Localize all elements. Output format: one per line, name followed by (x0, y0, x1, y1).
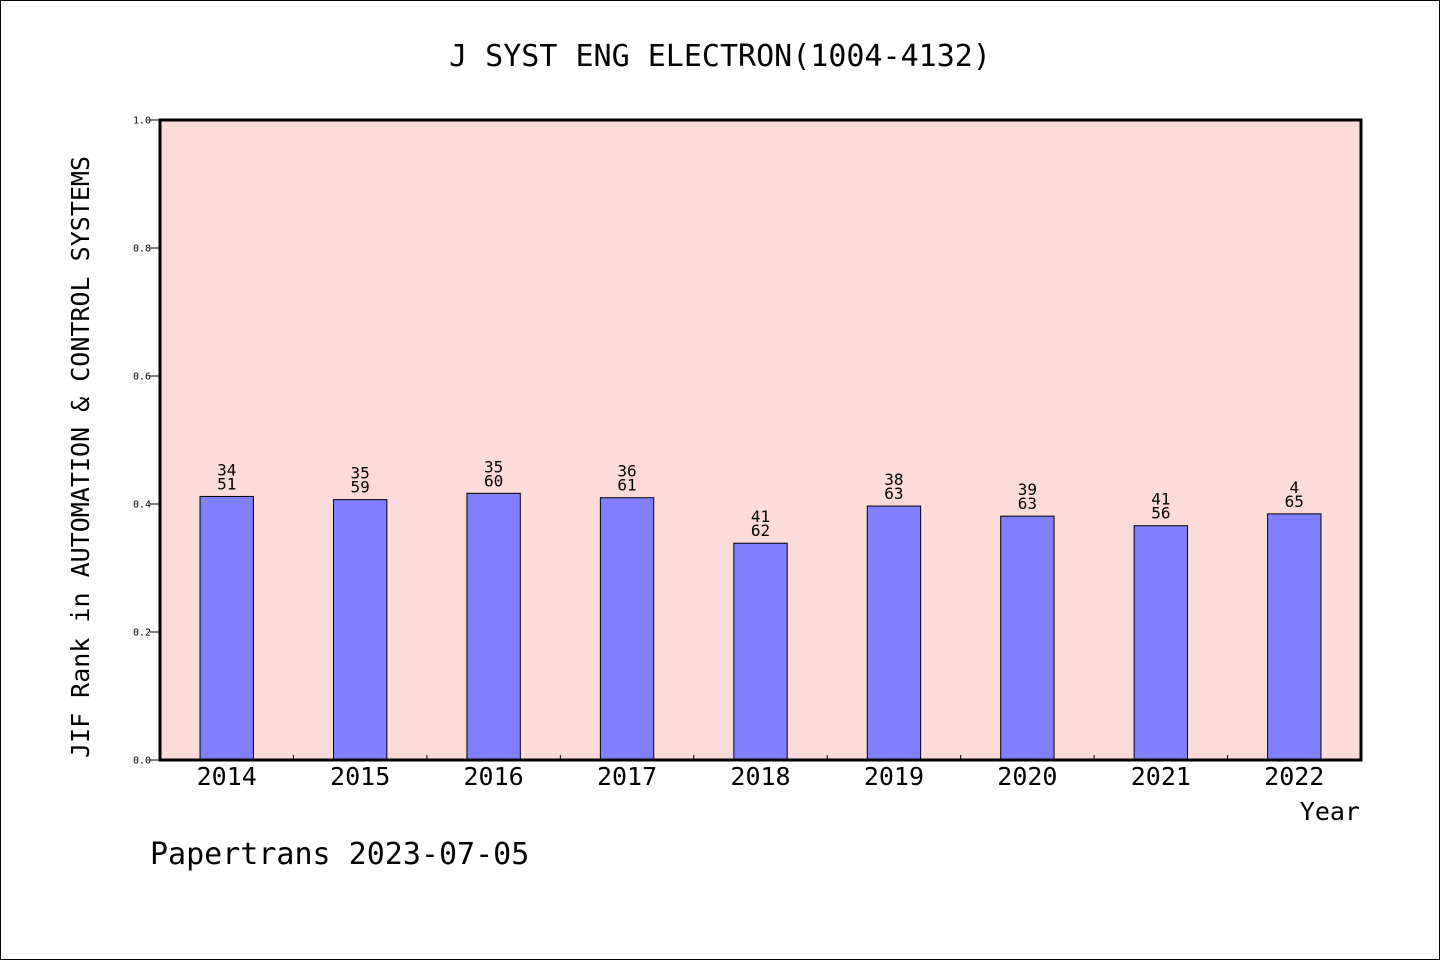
bar-total-label: 61 (617, 476, 636, 495)
bar-total-label: 51 (217, 474, 236, 493)
bar-2022 (1267, 513, 1322, 761)
bars-group (199, 492, 1322, 761)
x-tick-label: 2018 (730, 762, 790, 791)
bar-rank-label: 38 (884, 470, 903, 489)
x-tick-label: 2015 (330, 762, 390, 791)
y-axis: 0.0 0.2 0.4 0.6 0.8 1.0 (133, 116, 160, 767)
y-tick-label: 0.6 (133, 372, 151, 383)
x-tick-label: 2021 (1131, 762, 1191, 791)
y-tick-label: 0.2 (133, 628, 151, 639)
x-tick-label: 2019 (864, 762, 924, 791)
y-tick-label: 1.0 (133, 116, 151, 127)
bar-rank-label: 41 (751, 507, 770, 526)
y-tick-label: 0.4 (133, 500, 151, 511)
x-tick-label: 2014 (197, 762, 257, 791)
x-tick-label: 2020 (997, 762, 1057, 791)
bar-total-label: 56 (1151, 504, 1170, 523)
plot-area (158, 118, 1363, 762)
bar-rank-label: 36 (617, 462, 636, 481)
x-tick-label: 2016 (464, 762, 524, 791)
x-axis-label: Year (1300, 797, 1360, 826)
bar-total-label: 65 (1285, 492, 1304, 511)
y-tick-label: 0.8 (133, 244, 151, 255)
bar-2020 (1000, 515, 1055, 761)
bar-2021 (1133, 525, 1189, 761)
bar-2014 (199, 495, 254, 761)
y-axis-label: JIF Rank in AUTOMATION & CONTROL SYSTEMS (66, 156, 95, 758)
bar-total-label: 60 (484, 471, 503, 490)
bar-rank-label: 39 (1018, 480, 1037, 499)
x-tick-label: 2022 (1264, 762, 1324, 791)
bar-total-label: 62 (751, 521, 770, 540)
bar-total-label: 63 (1018, 494, 1037, 513)
bar-2018 (733, 542, 788, 761)
bar-rank-label: 41 (1151, 490, 1170, 509)
bar-rank-label: 35 (484, 457, 503, 476)
bar-total-label: 59 (351, 478, 370, 497)
y-tick-label: 0.0 (133, 756, 151, 767)
footer-credit: Papertrans 2023-07-05 (150, 837, 529, 872)
bar-2019 (866, 505, 922, 761)
bar-rank-label: 34 (217, 460, 236, 479)
bar-2015 (332, 499, 388, 761)
bar-rank-label: 4 (1289, 478, 1299, 497)
x-axis: 2014 2015 2016 2017 2018 2019 2020 2021 2022 (197, 755, 1324, 791)
bar-2016 (466, 492, 521, 761)
chart-title: J SYST ENG ELECTRON(1004-4132) (449, 39, 991, 74)
bar-total-label: 63 (884, 484, 903, 503)
x-tick-label: 2017 (597, 762, 657, 791)
bar-rank-label: 35 (351, 464, 370, 483)
bar-2017 (599, 497, 655, 761)
